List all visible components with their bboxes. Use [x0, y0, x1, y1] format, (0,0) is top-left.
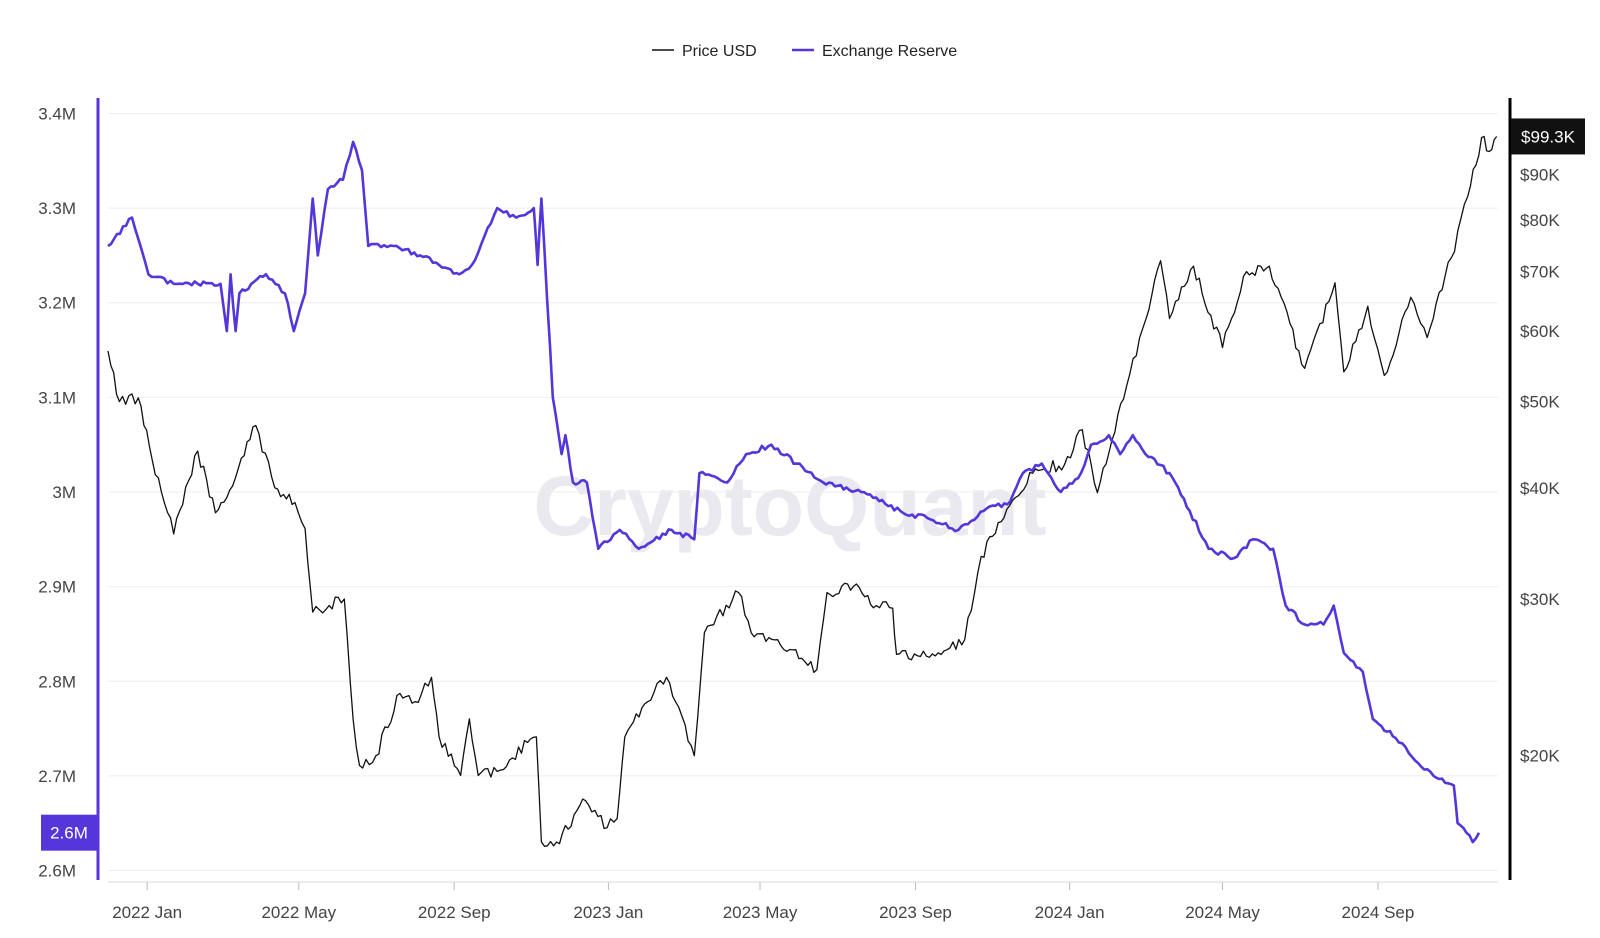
left-tick-label: 2.7M: [38, 767, 76, 786]
x-tick-label: 2024 Sep: [1342, 903, 1415, 922]
x-tick-label: 2022 Sep: [418, 903, 491, 922]
left-tick-label: 3.2M: [38, 294, 76, 313]
left-axis-ticks: 3.4M 3.3M 3.2M 3.1M 3M 2.9M 2.8M 2.7M 2.6M: [38, 104, 76, 880]
x-tick-label: 2023 Jan: [573, 903, 643, 922]
x-tick-label: 2022 May: [261, 903, 336, 922]
price-usd-series-line: [107, 135, 1498, 847]
current-price-label: $99.3K: [1521, 127, 1576, 146]
watermark-text: CryptoQuant: [533, 459, 1046, 553]
left-tick-label: 3.1M: [38, 388, 76, 407]
right-tick-label: $40K: [1520, 479, 1560, 498]
left-tick-label: 3.4M: [38, 104, 76, 123]
legend-label-price[interactable]: Price USD: [682, 43, 757, 60]
x-tick-label: 2024 Jan: [1035, 903, 1105, 922]
right-tick-label: $30K: [1520, 590, 1560, 609]
left-tick-label: 3M: [52, 483, 76, 502]
x-axis-ticks: 2022 Jan 2022 May 2022 Sep 2023 Jan 2023 May…: [112, 882, 1414, 922]
x-tick-label: 2023 Sep: [879, 903, 952, 922]
legend-label-reserve[interactable]: Exchange Reserve: [822, 43, 957, 60]
x-tick-label: 2023 May: [723, 903, 798, 922]
left-tick-label: 2.6M: [38, 862, 76, 881]
exchange-reserve-series-line: [107, 140, 1481, 844]
right-tick-label: $80K: [1520, 211, 1560, 230]
legend[interactable]: Price USD Exchange Reserve: [652, 43, 957, 60]
right-axis-ticks: $90K $80K $70K $60K $50K $40K $30K $20K: [1520, 165, 1560, 765]
right-tick-label: $60K: [1520, 322, 1560, 341]
right-tick-label: $90K: [1520, 165, 1560, 184]
right-tick-label: $20K: [1520, 747, 1560, 766]
current-price-badge: $99.3K: [1511, 118, 1585, 155]
left-tick-label: 3.3M: [38, 199, 76, 218]
right-tick-label: $50K: [1520, 393, 1560, 412]
grid-lines: [108, 112, 1498, 872]
current-reserve-label: 2.6M: [50, 824, 88, 843]
left-tick-label: 2.9M: [38, 578, 76, 597]
x-tick-label: 2022 Jan: [112, 903, 182, 922]
current-reserve-badge: 2.6M: [41, 814, 97, 851]
x-tick-label: 2024 May: [1185, 903, 1260, 922]
left-tick-label: 2.8M: [38, 672, 76, 691]
right-tick-label: $70K: [1520, 263, 1560, 282]
